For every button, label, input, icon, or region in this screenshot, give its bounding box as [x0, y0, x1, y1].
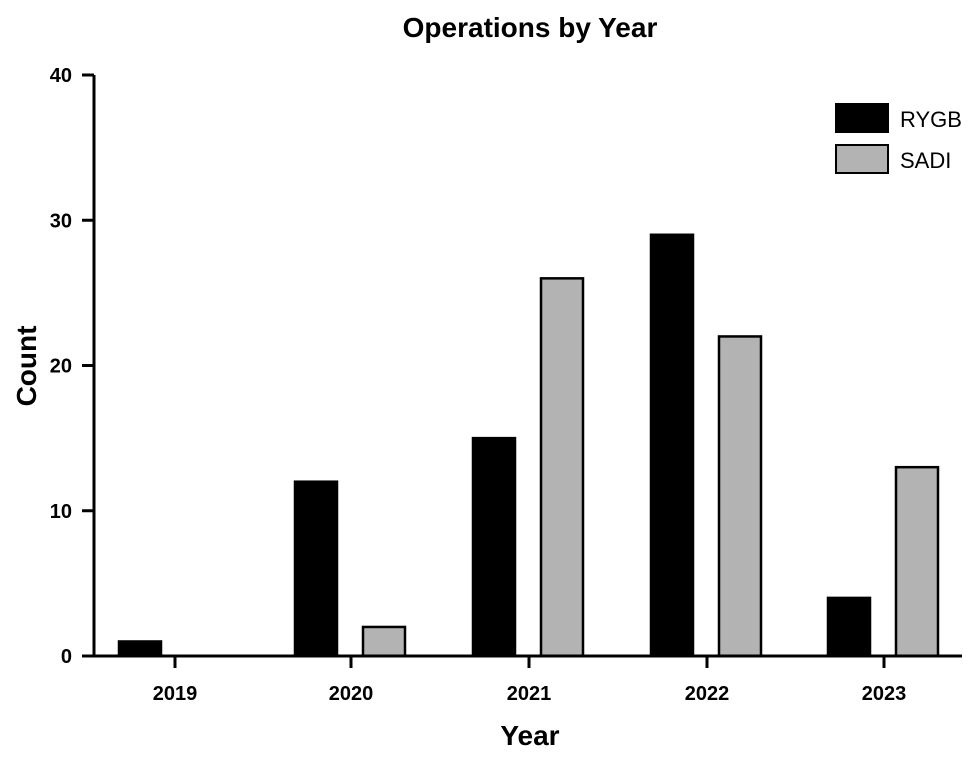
legend-label-rygb: RYGB — [900, 107, 962, 132]
x-tick-label: 2019 — [153, 683, 198, 705]
plot-area — [117, 233, 940, 658]
bar-rygb-2019 — [117, 640, 163, 658]
legend-label-sadi: SADI — [900, 148, 951, 173]
bar-rygb-2021 — [471, 436, 517, 658]
y-tick-label: 10 — [50, 501, 72, 523]
bar-rygb-2023 — [826, 596, 872, 658]
x-tick-label: 2023 — [862, 683, 907, 705]
bar-rygb-2022 — [649, 233, 695, 658]
bar-sadi-2022 — [717, 335, 763, 658]
legend-swatch-sadi — [835, 144, 889, 174]
bar-sadi-2020 — [361, 625, 407, 658]
x-axis-ticks: 2019 2020 2021 2022 2023 — [153, 656, 907, 705]
bar-sadi-2021 — [539, 277, 585, 658]
y-axis-ticks: 0 10 20 30 40 — [50, 65, 94, 668]
legend: RYGB SADI — [835, 103, 962, 174]
y-tick-label: 0 — [61, 646, 72, 668]
x-tick-label: 2022 — [685, 683, 730, 705]
y-tick-label: 40 — [50, 65, 72, 87]
x-tick-label: 2021 — [507, 683, 552, 705]
y-axis-label: Count — [11, 326, 42, 407]
legend-swatch-rygb — [835, 103, 889, 133]
bar-rygb-2020 — [293, 480, 339, 658]
x-axis-label: Year — [500, 720, 559, 751]
bar-sadi-2023 — [894, 465, 940, 658]
x-tick-label: 2020 — [329, 683, 374, 705]
chart-title: Operations by Year — [403, 12, 658, 43]
y-tick-label: 20 — [50, 356, 72, 378]
y-tick-label: 30 — [50, 210, 72, 232]
